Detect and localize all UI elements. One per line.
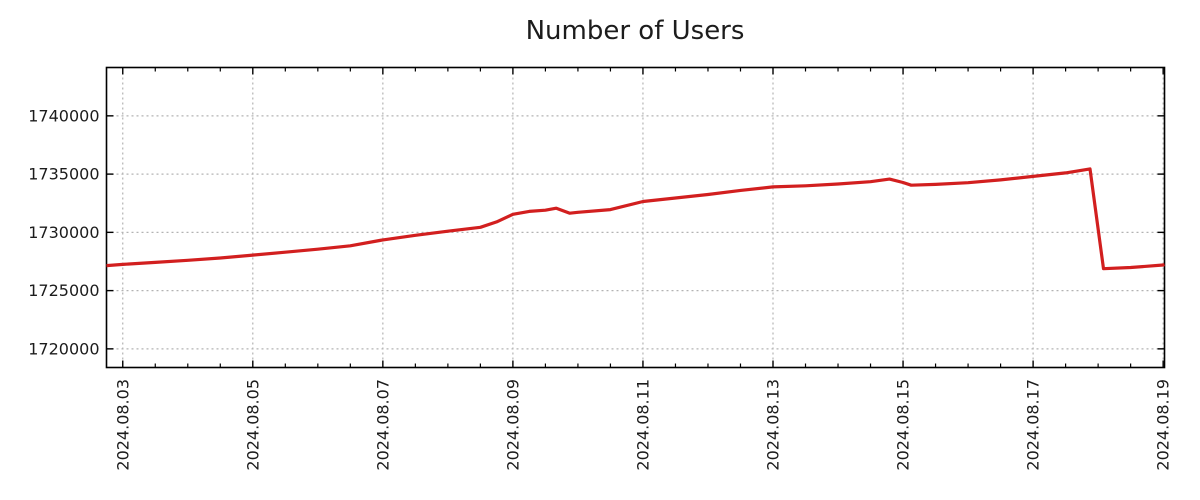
y-tick-label: 1725000 [28, 281, 99, 300]
x-tick-label: 2024.08.07 [373, 379, 392, 471]
y-tick-label: 1720000 [28, 339, 99, 358]
plot-border [105, 66, 1166, 369]
gridlines [106, 67, 1165, 368]
x-tick-label: 2024.08.09 [503, 379, 522, 471]
x-tick-label: 2024.08.15 [894, 379, 913, 471]
x-tick-label: 2024.08.03 [113, 379, 132, 471]
y-tick-label: 1730000 [28, 223, 99, 242]
x-tick-label: 2024.08.17 [1024, 379, 1043, 471]
axis-ticks [106, 67, 1165, 368]
y-tick-label: 1740000 [28, 106, 99, 125]
x-tick-label: 2024.08.13 [763, 379, 782, 471]
x-tick-label: 2024.08.19 [1154, 379, 1173, 471]
users-series-line [106, 167, 1165, 271]
x-tick-label: 2024.08.11 [633, 379, 652, 471]
y-tick-label: 1735000 [28, 165, 99, 184]
x-tick-label: 2024.08.05 [243, 379, 262, 471]
axis-labels: 2024.08.03 2024.08.05 2024.08.07 2024.08.09… [28, 106, 1172, 470]
chart-title: Number of Users [526, 16, 745, 46]
